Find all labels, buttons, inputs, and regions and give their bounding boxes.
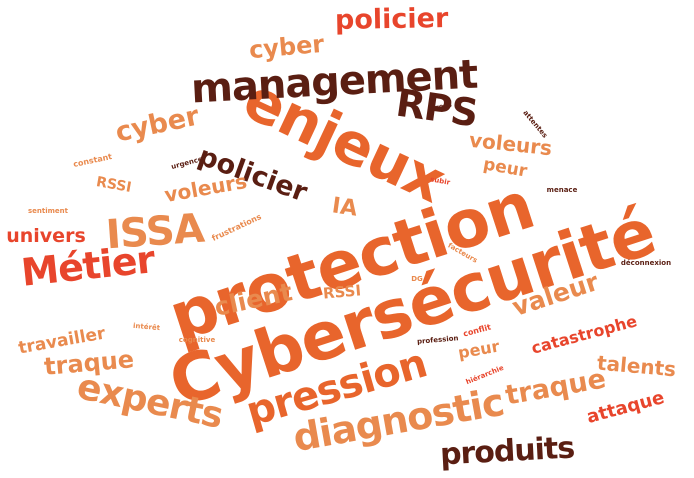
word-ia: IA <box>330 193 360 222</box>
word-peur-lower: peur <box>456 336 502 363</box>
word-frustrations: frustrations <box>210 212 263 243</box>
word-dg: DG <box>411 274 423 283</box>
word-profession: profession <box>416 333 460 346</box>
word-cognitive: cognitive <box>178 335 216 344</box>
word-interet: intérêt <box>133 321 161 332</box>
word-produits: produits <box>439 430 575 473</box>
word-issa: ISSA <box>104 205 206 259</box>
word-traque-right: traque <box>503 362 609 412</box>
word-policier-top: policier <box>335 2 449 36</box>
word-cyber-top: cyber <box>248 29 326 65</box>
word-catastrophe: catastrophe <box>529 311 639 358</box>
word-cyber-left: cyber <box>112 100 202 148</box>
word-sentiment: sentiment <box>27 206 68 215</box>
word-rssi-center: RSSI <box>322 280 362 303</box>
word-menace: menace <box>546 185 578 194</box>
word-constant: constant <box>72 152 114 170</box>
word-univers: univers <box>6 224 86 247</box>
word-rssi-left: RSSI <box>95 174 133 196</box>
word-deconnexion: déconnexion <box>620 258 672 267</box>
word-talents: talents <box>596 350 678 382</box>
word-voleurs-left: voleurs <box>162 168 250 208</box>
